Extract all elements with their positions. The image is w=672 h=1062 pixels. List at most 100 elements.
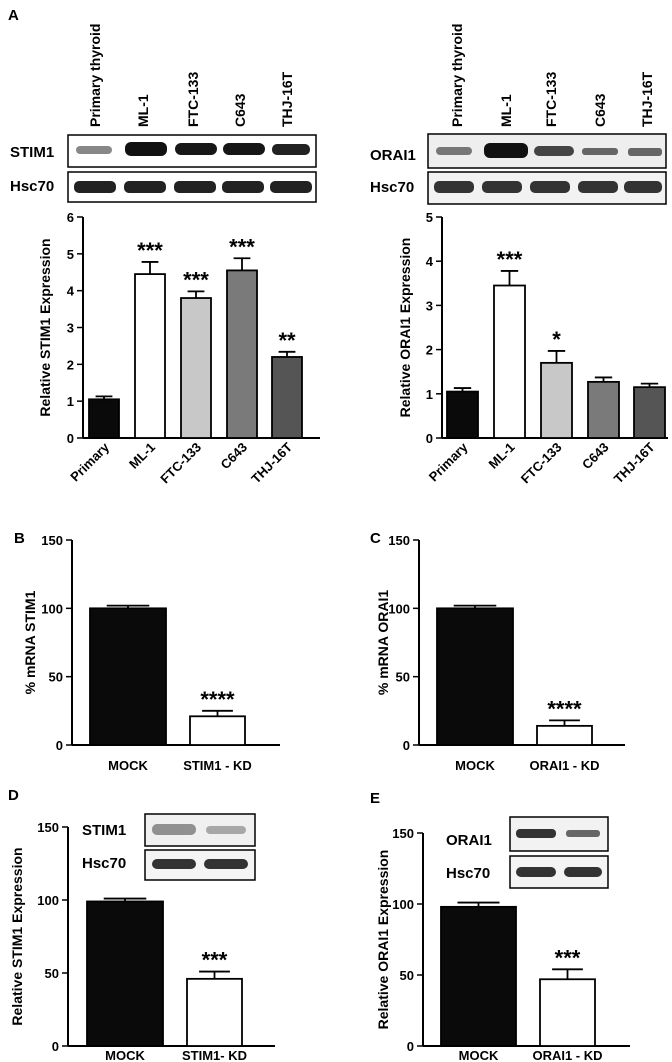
band-stim1-ftc133 <box>175 143 217 155</box>
band-stim1-ml1 <box>125 142 167 156</box>
y-tick-label: 2 <box>67 357 74 372</box>
y-tick-label: 150 <box>388 533 410 548</box>
significance-marker: **** <box>200 687 235 712</box>
blot-row-label-stim1: STIM1 <box>82 822 126 839</box>
y-tick-label: 0 <box>403 738 410 753</box>
band-orai1-ml1 <box>484 143 528 158</box>
panel-label-b: B <box>14 530 25 547</box>
bar-thj-16t <box>633 386 666 439</box>
y-tick-label: 50 <box>45 966 59 981</box>
x-category-label: STIM1 - KD <box>183 758 252 773</box>
blot-row-label-hsc70: Hsc70 <box>10 178 54 195</box>
y-axis-label: Relative STIM1 Expression <box>9 847 25 1025</box>
lane-label-thj16t: THJ-16T <box>279 71 295 127</box>
y-tick-label: 3 <box>67 321 74 336</box>
significance-marker: *** <box>497 247 523 272</box>
y-tick-label: 150 <box>392 826 414 841</box>
panel-label-d: D <box>8 787 19 804</box>
x-category-label: ML-1 <box>486 440 518 472</box>
bar-orai1-kd <box>539 978 596 1047</box>
y-axis-label: Relative ORAI1 Expression <box>375 850 391 1030</box>
band-hsc70-4 <box>222 181 264 193</box>
y-tick-label: 1 <box>426 387 433 402</box>
panel-label-c: C <box>370 530 381 547</box>
x-category-label: FTC-133 <box>157 440 204 487</box>
y-tick-label: 0 <box>67 431 74 446</box>
bar-stim1-kd <box>189 715 246 746</box>
blot-a-left: Primary thyroid ML-1 FTC-133 C643 THJ-16… <box>10 24 317 203</box>
x-category-label: THJ-16T <box>611 439 658 486</box>
y-tick-label: 4 <box>67 284 75 299</box>
significance-marker: *** <box>183 267 209 292</box>
y-tick-label: 150 <box>37 820 59 835</box>
bar-thj-16t <box>271 356 303 439</box>
lane-label-primary-thyroid: Primary thyroid <box>87 24 103 127</box>
band-hsc70-2 <box>482 181 522 193</box>
lane-label-ml1: ML-1 <box>498 94 514 127</box>
bar-mock <box>436 607 514 746</box>
y-axis-label: % mRNA STIM1 <box>22 590 38 694</box>
x-category-label: STIM1- KD <box>182 1048 247 1062</box>
bar-primary <box>446 390 479 439</box>
x-category-label: ML-1 <box>126 440 158 472</box>
significance-marker: **** <box>547 696 582 721</box>
bar-c643 <box>226 269 258 439</box>
blot-row-label-hsc70: Hsc70 <box>446 865 490 882</box>
bar-ml-1 <box>493 284 526 439</box>
chart-a-left: 0 1 2 3 4 5 6 Relative STIM1 Expression Primary *… <box>37 210 320 486</box>
y-tick-label: 2 <box>426 343 433 358</box>
x-category-label: ORAI1 - KD <box>532 1048 602 1062</box>
chart-b: 0 50 100 150 % mRNA STIM1 MOCK **** STIM1 - KD <box>22 533 280 773</box>
x-category-label: C643 <box>218 440 251 473</box>
charts: 0 1 2 3 4 5 6 Relative STIM1 Expression Primary *… <box>9 210 668 1062</box>
y-tick-label: 3 <box>426 298 433 313</box>
band-hsc70-kd <box>564 867 602 877</box>
y-tick-label: 100 <box>41 601 63 616</box>
y-axis-label: Relative STIM1 Expression <box>37 238 53 416</box>
band-hsc70-4 <box>578 181 618 193</box>
y-tick-label: 0 <box>426 431 433 446</box>
band-hsc70-3 <box>530 181 570 193</box>
y-tick-label: 6 <box>67 210 74 225</box>
band-stim1-mock <box>152 824 196 835</box>
band-orai1-primary <box>436 147 472 155</box>
y-tick-label: 5 <box>67 247 74 262</box>
bar-ftc-133 <box>540 361 573 439</box>
x-category-label: FTC-133 <box>518 440 565 487</box>
y-tick-label: 5 <box>426 210 433 225</box>
lane-label-c643: C643 <box>232 93 248 127</box>
blot-row-label-hsc70: Hsc70 <box>370 179 414 196</box>
y-tick-label: 50 <box>396 670 410 685</box>
bar-orai1-kd <box>536 724 593 746</box>
lane-label-ftc133: FTC-133 <box>543 72 559 127</box>
band-orai1-thj16t <box>628 148 662 156</box>
band-hsc70-2 <box>124 181 166 193</box>
lane-label-thj16t: THJ-16T <box>639 71 655 127</box>
band-orai1-kd <box>566 830 600 837</box>
band-hsc70-5 <box>624 181 662 193</box>
band-hsc70-mock <box>516 867 556 877</box>
blot-a-right: Primary thyroid ML-1 FTC-133 C643 THJ-16… <box>370 24 667 205</box>
y-tick-label: 0 <box>52 1039 59 1054</box>
band-stim1-c643 <box>223 143 265 155</box>
blot-row-label-orai1: ORAI1 <box>370 147 416 164</box>
significance-marker: *** <box>229 234 255 259</box>
bar-mock <box>86 900 164 1047</box>
band-orai1-mock <box>516 829 556 838</box>
bar-ftc-133 <box>180 297 212 439</box>
band-hsc70-3 <box>174 181 216 193</box>
y-axis-label: Relative ORAI1 Expression <box>397 238 413 418</box>
blot-row-label-orai1: ORAI1 <box>446 832 492 849</box>
band-hsc70-1 <box>74 181 116 193</box>
y-tick-label: 50 <box>400 968 414 983</box>
y-tick-label: 50 <box>49 670 63 685</box>
band-orai1-c643 <box>582 148 618 155</box>
y-tick-label: 0 <box>407 1039 414 1054</box>
y-tick-label: 100 <box>37 893 59 908</box>
blot-e: ORAI1 Hsc70 <box>446 816 609 889</box>
panel-label-e: E <box>370 790 380 807</box>
band-hsc70-kd <box>204 859 248 869</box>
lane-label-primary-thyroid: Primary thyroid <box>449 24 465 127</box>
